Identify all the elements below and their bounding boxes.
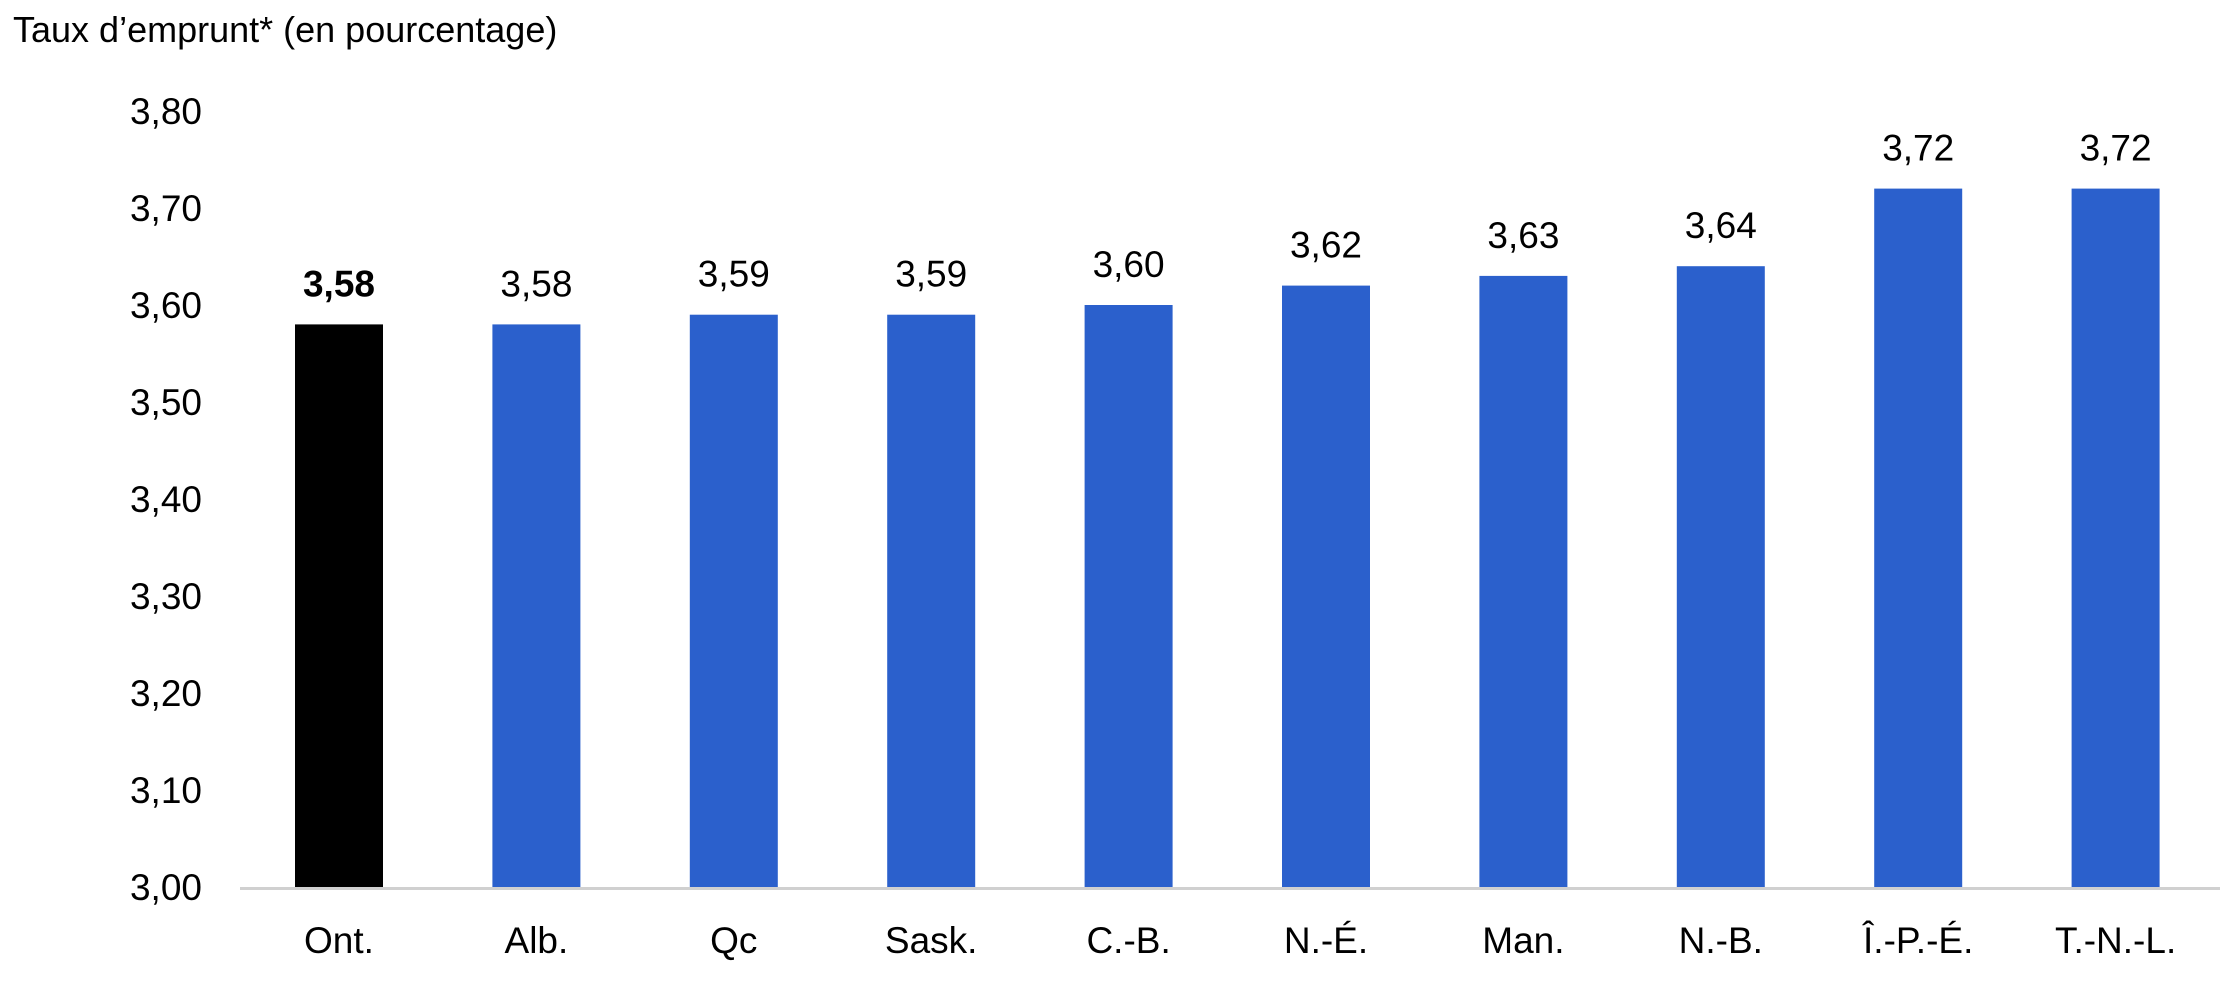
bar — [1676, 266, 1765, 887]
y-tick-label: 3,20 — [130, 673, 202, 714]
category-label: N.-É. — [1284, 920, 1368, 961]
y-axis-title: Taux d’emprunt* (en pourcentage) — [13, 9, 557, 50]
y-tick-label: 3,10 — [130, 770, 202, 811]
category-label: Ont. — [304, 920, 374, 961]
bars — [295, 188, 2160, 888]
y-tick-label: 3,40 — [130, 479, 202, 520]
bar — [689, 314, 778, 887]
category-label: Î.-P.-É. — [1862, 920, 1973, 961]
category-labels: Ont. Alb. Qc Sask. C.-B. N.-É. Man. N.-B. Î.-P.-… — [304, 920, 2176, 961]
category-label: N.-B. — [1679, 920, 1763, 961]
bar — [2071, 188, 2160, 888]
y-tick-label: 3,60 — [130, 285, 202, 326]
bar — [1282, 285, 1370, 888]
data-labels: 3,58 3,58 3,59 3,59 3,60 3,62 3,63 3,64 3,72 3,72 — [303, 128, 2152, 305]
bar — [492, 324, 581, 887]
data-label: 3,58 — [303, 263, 375, 304]
y-axis-ticks: 3,00 3,10 3,20 3,30 3,40 3,50 3,60 3,70 3,80 — [130, 91, 202, 908]
data-label: 3,62 — [1290, 225, 1362, 266]
y-tick-label: 3,30 — [130, 576, 202, 617]
category-label: C.-B. — [1086, 920, 1170, 961]
data-label: 3,58 — [500, 263, 572, 304]
data-label: 3,64 — [1685, 205, 1757, 246]
data-label: 3,60 — [1093, 244, 1165, 285]
bar — [1874, 188, 1963, 888]
y-tick-label: 3,50 — [130, 382, 202, 423]
bar — [1479, 275, 1568, 887]
category-label: Alb. — [505, 920, 569, 961]
category-label: Man. — [1482, 920, 1564, 961]
category-label: T.-N.-L. — [2055, 920, 2176, 961]
bar — [887, 314, 976, 887]
category-label: Qc — [710, 920, 757, 961]
data-label: 3,72 — [1882, 128, 1954, 169]
y-tick-label: 3,80 — [130, 91, 202, 132]
category-label: Sask. — [885, 920, 978, 961]
data-label: 3,72 — [2080, 128, 2152, 169]
data-label: 3,59 — [895, 254, 967, 295]
y-tick-label: 3,00 — [130, 867, 202, 908]
y-tick-label: 3,70 — [130, 188, 202, 229]
bar — [295, 324, 383, 887]
bar — [1084, 305, 1173, 887]
data-label: 3,59 — [698, 254, 770, 295]
data-label: 3,63 — [1487, 215, 1559, 256]
